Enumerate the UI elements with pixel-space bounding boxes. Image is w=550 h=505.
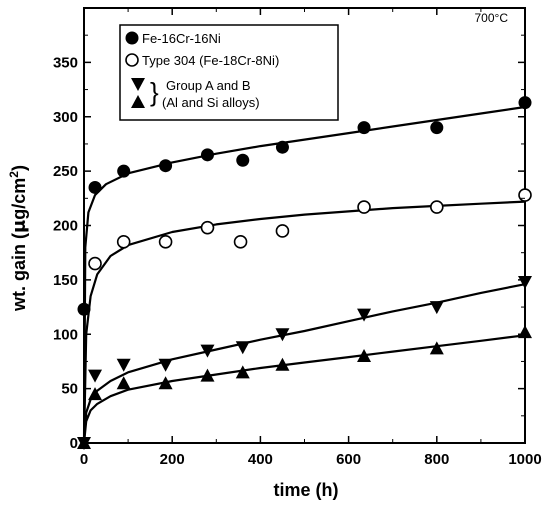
data-point-series-3: [88, 387, 103, 401]
data-point-series-3: [116, 376, 131, 390]
x-tick-label: 600: [336, 451, 361, 468]
data-point-series-1: [357, 200, 371, 214]
data-point-series-3: [235, 365, 250, 379]
data-point-series-2: [357, 308, 372, 322]
data-point-series-3: [275, 357, 290, 371]
data-point-series-2: [200, 344, 215, 358]
data-point-series-2: [275, 328, 290, 342]
data-point-series-0: [159, 159, 173, 173]
y-tick-label: 250: [53, 163, 78, 180]
legend-marker-fe16cr16ni: [125, 31, 139, 45]
data-point-series-2: [235, 341, 250, 355]
y-axis-title: wt. gain (μg/cm2): [7, 165, 30, 312]
fit-curve-series-3: [82, 334, 526, 444]
x-tick-label: 800: [424, 451, 449, 468]
legend-group-brace: }: [150, 77, 159, 107]
data-point-series-1: [200, 220, 215, 235]
y-tick-label: 150: [53, 272, 78, 289]
data-point-series-1: [429, 200, 444, 214]
legend-label-al-si-alloys: (Al and Si alloys): [162, 95, 260, 110]
data-point-series-0: [236, 153, 250, 167]
data-point-series-0: [518, 96, 532, 110]
fit-curves: [82, 105, 526, 444]
x-axis-ticks: 0 200 400 600 800 1000: [80, 8, 542, 468]
data-point-series-2: [429, 301, 444, 315]
data-point-series-1: [158, 235, 173, 249]
data-point-series-0: [275, 140, 289, 154]
y-axis-ticks: 0 50 100 150 200 250 300 350: [53, 34, 525, 452]
data-point-series-0: [77, 302, 91, 316]
data-point-series-1: [116, 235, 131, 249]
data-point-series-3: [158, 376, 173, 390]
data-point-series-2: [518, 276, 532, 290]
data-point-series-3: [429, 341, 444, 355]
data-point-series-0: [88, 180, 102, 194]
legend-markers: [125, 31, 145, 108]
x-axis-title: time (h): [274, 480, 339, 500]
y-tick-label: 300: [53, 109, 78, 126]
legend-label-group-ab: Group A and B: [166, 78, 251, 93]
data-point-series-1: [518, 188, 532, 202]
legend-box: [119, 24, 339, 121]
data-point-series-0: [117, 164, 131, 178]
data-point-series-2: [88, 369, 103, 383]
x-tick-label: 200: [160, 451, 185, 468]
legend-label-type304: Type 304 (Fe-18Cr-8Ni): [142, 53, 279, 68]
x-tick-label: 0: [80, 451, 88, 468]
data-point-series-3: [518, 325, 532, 339]
fit-curve-series-1: [82, 200, 526, 444]
data-point-series-1: [88, 256, 102, 271]
y-tick-label: 50: [61, 381, 78, 398]
data-point-series-0: [357, 121, 371, 135]
legend-label-fe16cr16ni: Fe-16Cr-16Ni: [142, 31, 221, 46]
data-point-series-0: [200, 148, 214, 162]
data-point-series-2: [158, 358, 173, 372]
y-tick-label: 200: [53, 218, 78, 235]
legend-marker-type304: [125, 53, 139, 67]
data-point-series-3: [357, 349, 372, 362]
data-point-series-2: [116, 358, 131, 372]
data-markers: [77, 96, 532, 450]
y-tick-label: 100: [53, 326, 78, 343]
data-point-series-1: [275, 224, 290, 238]
x-tick-label: 400: [248, 451, 273, 468]
temperature-annotation: 700°C: [475, 11, 509, 25]
y-tick-label: 350: [53, 54, 78, 71]
legend: Fe-16Cr-16Ni Type 304 (Fe-18Cr-8Ni) } Gr…: [119, 24, 339, 121]
x-tick-label: 1000: [508, 451, 541, 468]
data-point-series-0: [430, 121, 444, 135]
data-point-series-3: [200, 368, 215, 382]
legend-marker-al-si: [131, 95, 145, 108]
legend-marker-group-ab: [131, 78, 145, 91]
y-tick-label: 0: [70, 435, 78, 452]
data-point-series-1: [233, 235, 248, 249]
fit-curve-series-0: [82, 105, 526, 444]
